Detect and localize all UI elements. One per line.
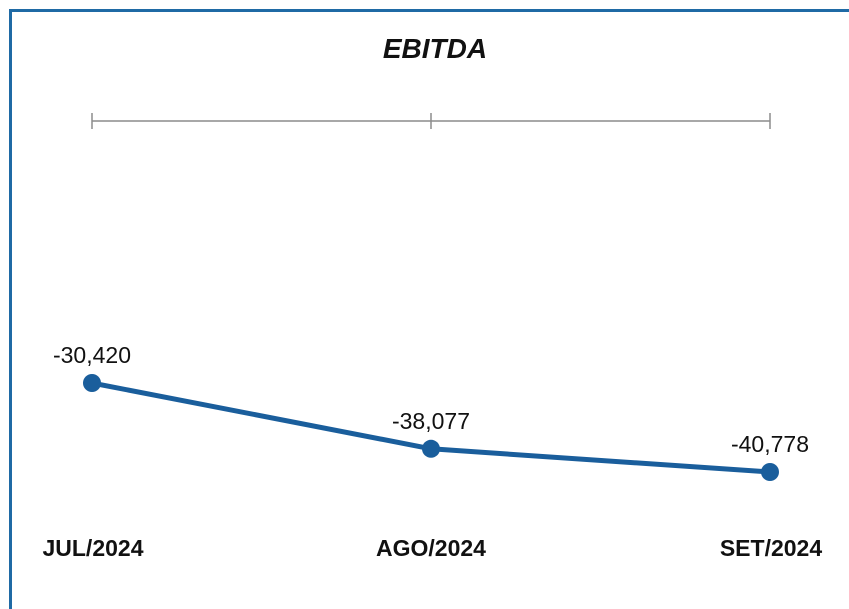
data-point [761,463,779,481]
data-point [83,374,101,392]
data-labels: -30,420 -38,077 -40,778 [53,342,809,457]
chart-title: EBITDA [382,33,488,64]
category-labels: JUL/2024 AGO/2024 SET/2024 [42,535,822,561]
category-label: AGO/2024 [376,535,486,561]
series-markers [83,374,779,481]
data-point [422,439,440,458]
category-label: SET/2024 [720,535,822,561]
data-label: -30,420 [53,342,131,368]
chart-plot: -30,420 -38,077 -40,778 JUL/2024 AGO/2024 SE… [42,113,822,561]
chart-frame [9,9,849,609]
category-label: JUL/2024 [42,535,143,561]
data-label: -40,778 [731,431,809,457]
category-axis [91,113,771,129]
data-label: -38,077 [392,408,470,434]
